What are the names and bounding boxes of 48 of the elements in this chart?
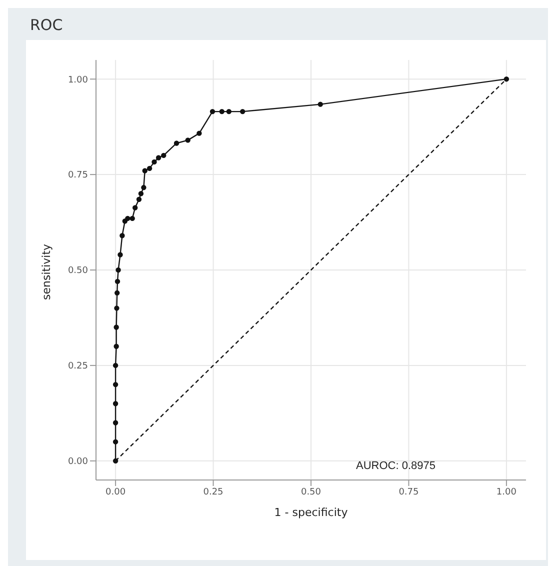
point	[114, 278, 120, 284]
x-tick-label: 1.00	[496, 487, 517, 498]
y-tick-label: 0.50	[68, 266, 88, 276]
point	[156, 155, 162, 160]
point	[112, 382, 118, 388]
point	[118, 252, 123, 258]
annotation: AUROC: 0.8975	[356, 460, 436, 472]
point	[112, 362, 118, 368]
point	[130, 216, 135, 222]
point	[116, 267, 121, 273]
y-tick-label: 0.75	[68, 170, 88, 181]
y-tick-label: 0.25	[68, 362, 88, 372]
point	[120, 233, 125, 238]
point	[318, 102, 323, 107]
point	[114, 344, 119, 349]
point	[185, 138, 190, 143]
point	[141, 184, 146, 190]
point	[226, 108, 232, 114]
point	[138, 191, 144, 196]
point	[196, 130, 202, 136]
x-tick-label: 0.50	[300, 487, 322, 498]
y-axis-title: sensitivity	[40, 243, 53, 300]
point	[146, 166, 152, 172]
point	[210, 108, 216, 114]
point	[112, 458, 118, 464]
x-tick-label: 0.75	[398, 487, 419, 498]
point	[112, 420, 118, 426]
point	[161, 152, 166, 158]
point	[504, 76, 510, 82]
point	[125, 216, 130, 222]
point	[219, 108, 224, 114]
point	[132, 205, 138, 210]
point	[174, 140, 180, 146]
point	[114, 290, 120, 296]
chart-title: ROC	[29, 15, 64, 36]
x-tick-label: 0.25	[203, 487, 224, 498]
y-tick-label: 0.00	[68, 457, 88, 468]
point	[152, 159, 157, 165]
point	[142, 168, 148, 174]
x-axis-title: 1 - specificity	[274, 506, 348, 519]
x-tick-label: 0.00	[106, 487, 126, 498]
point	[112, 439, 118, 444]
point	[136, 196, 142, 202]
point	[114, 324, 119, 330]
point	[114, 306, 120, 311]
point	[112, 401, 118, 406]
point	[240, 108, 246, 114]
y-tick-label: 1.00	[68, 75, 88, 86]
